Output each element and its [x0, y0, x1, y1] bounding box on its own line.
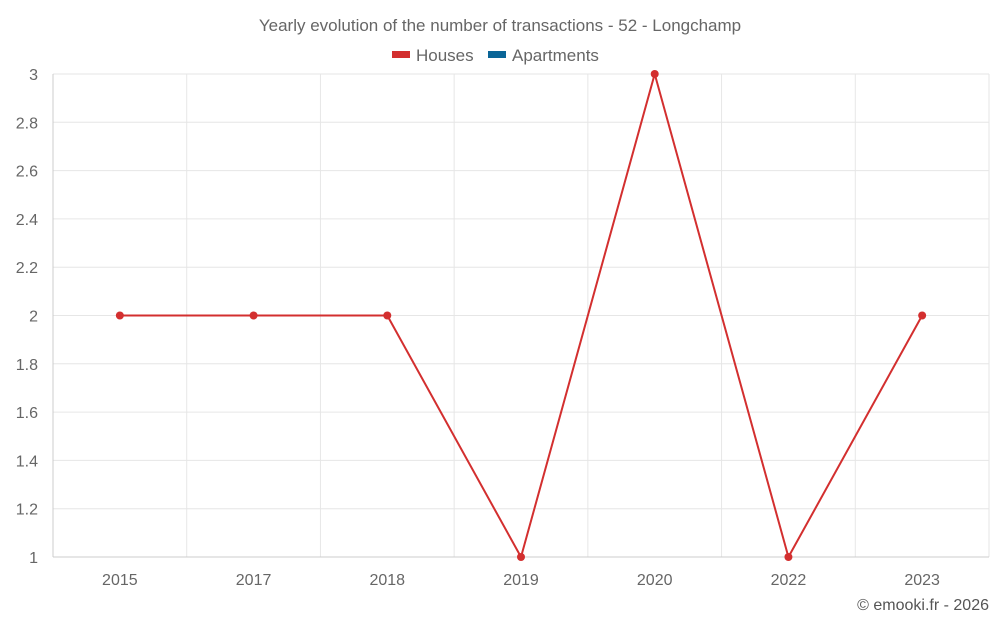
data-point-houses-2019[interactable]: [517, 553, 525, 561]
y-tick-label: 2.8: [16, 115, 38, 132]
data-point-houses-2015[interactable]: [115, 311, 124, 320]
data-point-houses-2020[interactable]: [650, 70, 659, 78]
x-tick-label: 2017: [236, 572, 272, 589]
y-tick-label: 3: [29, 67, 38, 84]
legend-swatch-apartments[interactable]: [488, 51, 506, 58]
legend-label-houses[interactable]: Houses: [416, 46, 474, 65]
y-tick-label: 1: [29, 550, 38, 567]
chart-legend: Houses Apartments: [392, 46, 599, 65]
x-tick-label: 2023: [904, 572, 940, 589]
y-tick-label: 2.2: [16, 260, 38, 277]
data-point-houses-2018[interactable]: [383, 311, 392, 320]
x-tick-label: 2018: [369, 572, 405, 589]
credit-text: © emooki.fr - 2026: [857, 597, 989, 614]
y-tick-label: 2: [29, 309, 38, 326]
y-tick-label: 1.2: [16, 502, 38, 519]
y-tick-label: 2.4: [16, 212, 38, 229]
y-tick-label: 1.4: [16, 453, 38, 470]
x-tick-label: 2022: [771, 572, 807, 589]
legend-label-apartments[interactable]: Apartments: [512, 46, 599, 65]
y-tick-label: 2.6: [16, 164, 38, 181]
data-point-houses-2017[interactable]: [249, 311, 258, 320]
series-layer: [115, 70, 927, 561]
x-axis-ticks: 2015 2017 2018 2019 2020 2022 2023: [102, 572, 940, 589]
y-tick-label: 1.8: [16, 357, 38, 374]
data-point-houses-2022[interactable]: [784, 553, 793, 561]
x-tick-label: 2019: [503, 572, 539, 589]
data-point-houses-2023[interactable]: [918, 311, 927, 320]
y-tick-label: 1.6: [16, 405, 38, 422]
x-tick-label: 2015: [102, 572, 138, 589]
legend-swatch-houses[interactable]: [392, 51, 410, 58]
chart-title: Yearly evolution of the number of transa…: [259, 16, 741, 35]
y-axis-ticks: 1 1.2 1.4 1.6 1.8 2 2.2 2.4 2.6 2.8 3: [16, 67, 38, 567]
x-tick-label: 2020: [637, 572, 673, 589]
